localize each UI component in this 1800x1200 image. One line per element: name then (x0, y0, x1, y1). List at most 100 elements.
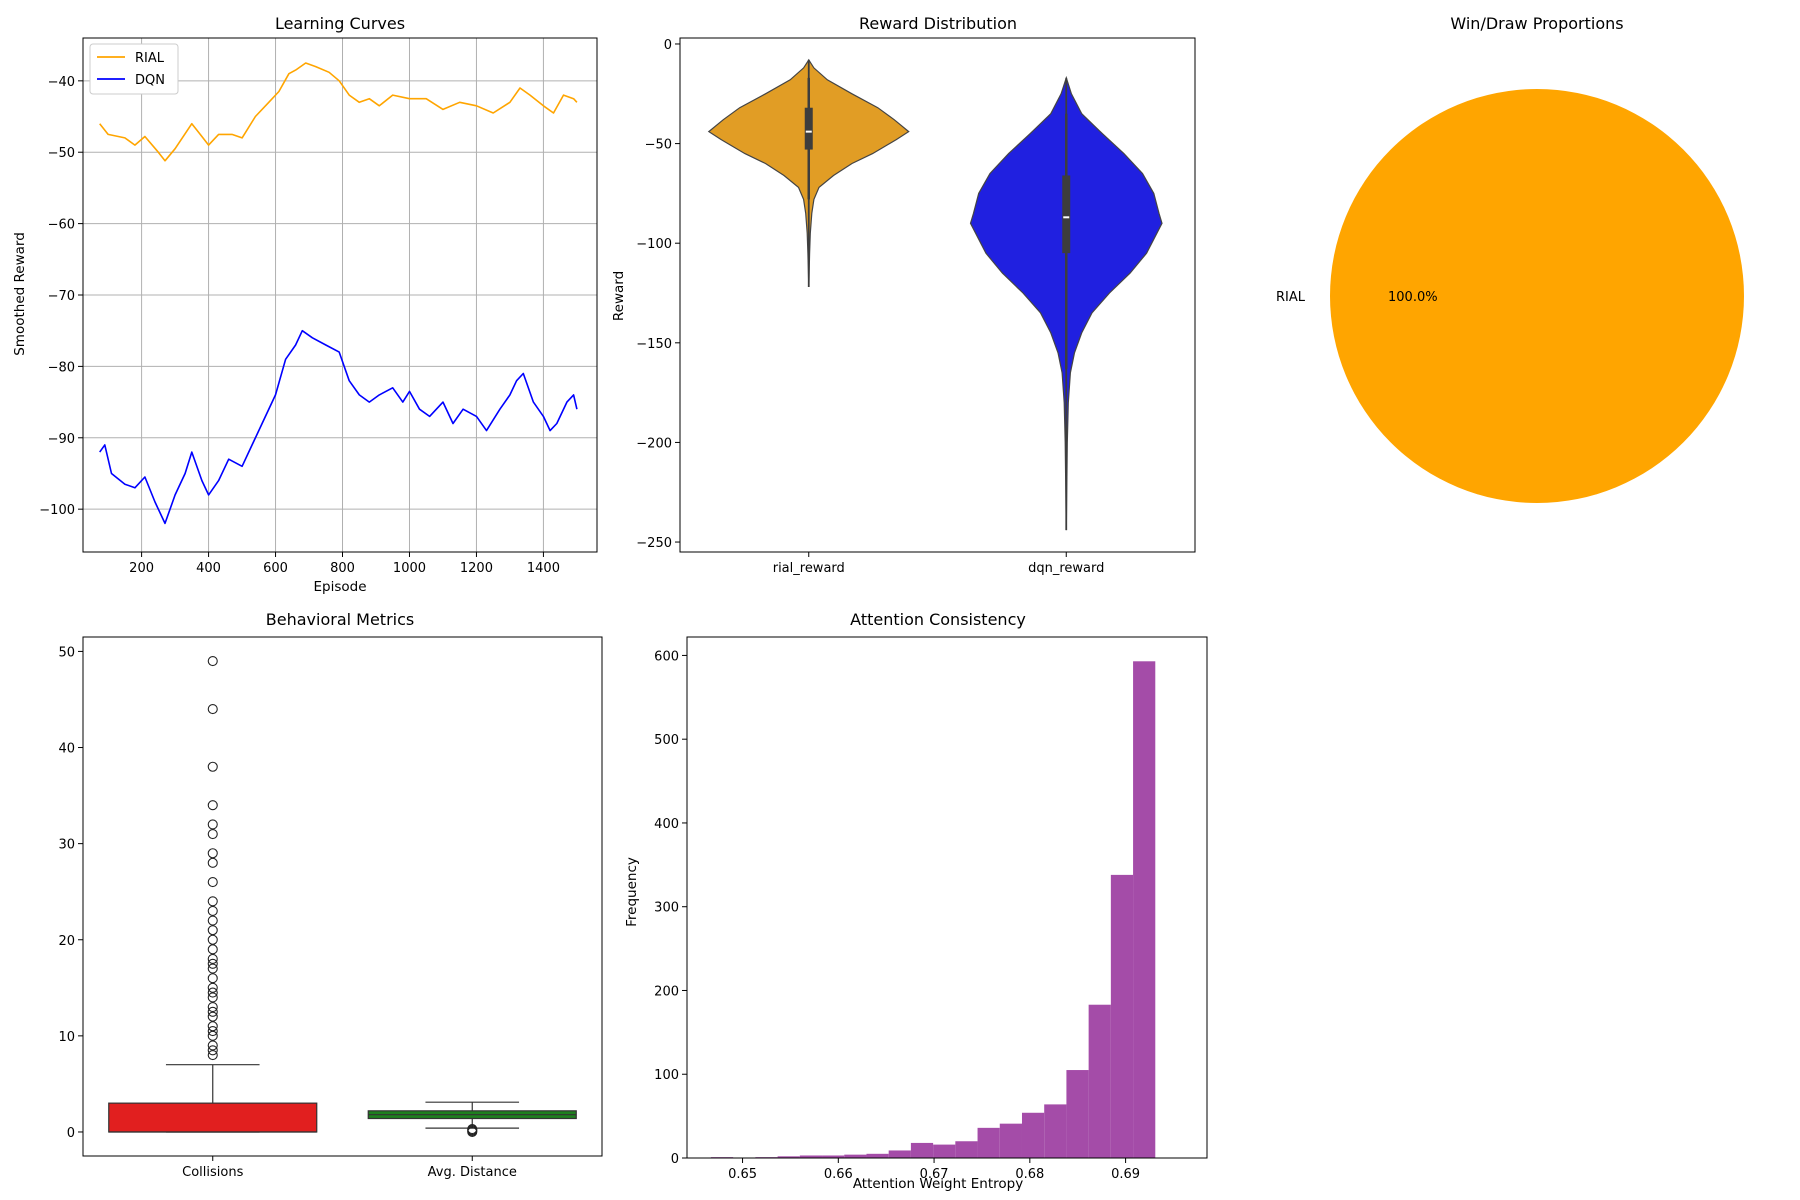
box-x-tick-label: Avg. Distance (428, 1165, 517, 1180)
box-plot-frame (82, 636, 603, 1157)
box-outlier-point (207, 915, 218, 926)
learning-xlabel: Episode (313, 579, 366, 595)
learning-x-tick-label: 800 (330, 561, 355, 576)
box-outlier-point (207, 1040, 218, 1051)
box-outlier-point (207, 905, 218, 916)
box-y-tick-label: 30 (58, 838, 75, 853)
hist-bar (1021, 1112, 1045, 1158)
learning-y-tick-label: −50 (48, 146, 75, 161)
violin-title: Reward Distribution (859, 14, 1017, 33)
box-y-tick-label: 0 (67, 1126, 75, 1141)
learning-y-tick-label: −90 (48, 432, 75, 447)
hist-y-tick-label: 500 (654, 733, 679, 748)
learning-legend-label: RIAL (135, 51, 165, 66)
box-y-tick-label: 10 (58, 1030, 75, 1045)
hist-x-tick-label: 0.66 (824, 1167, 853, 1182)
violin-y-tick-label: −100 (636, 237, 672, 252)
pie-title: Win/Draw Proportions (1450, 14, 1623, 33)
violin-y-tick-label: −250 (636, 536, 672, 551)
box-outlier-point (207, 877, 218, 888)
hist-bar (1088, 1004, 1111, 1158)
hist-y-tick-label: 0 (671, 1152, 679, 1167)
hist-y-tick-label: 600 (654, 649, 679, 664)
hist-y-tick-label: 200 (654, 984, 679, 999)
violin-iqr-box (804, 107, 813, 150)
hist-bar (1110, 874, 1134, 1158)
box-outlier-point (207, 857, 218, 868)
box-x-tick-label: Collisions (182, 1165, 243, 1180)
hist-bar (799, 1155, 823, 1158)
hist-bar (844, 1154, 867, 1158)
box-outlier-point (207, 800, 218, 811)
violin-iqr-box (1062, 175, 1071, 254)
box-outlier-point (207, 934, 218, 945)
pie-slice-rial (1330, 89, 1744, 503)
hist-bar (822, 1155, 845, 1158)
violin-y-tick-label: 0 (664, 38, 672, 53)
hist-bar (777, 1156, 800, 1158)
hist-x-tick-label: 0.68 (1015, 1167, 1044, 1182)
box-outlier-point (207, 973, 218, 984)
violin-x-tick-label: rial_reward (773, 561, 845, 576)
box-outlier-point (207, 987, 218, 998)
box-y-tick-label: 40 (58, 742, 75, 757)
box-outlier-point (207, 953, 218, 965)
hist-bar (910, 1142, 934, 1158)
box-outlier-point (207, 1011, 218, 1022)
violin-x-tick-label: dqn_reward (1028, 561, 1104, 576)
hist-bar (866, 1153, 889, 1158)
box-outlier-point (207, 1001, 218, 1013)
learning-y-tick-label: −60 (48, 218, 75, 233)
box-outlier-point (207, 761, 218, 772)
hist-bar (933, 1144, 956, 1158)
learning-x-tick-label: 200 (129, 561, 154, 576)
violin-y-tick-label: −150 (636, 337, 672, 352)
learning-x-tick-label: 1200 (460, 561, 493, 576)
learning-plot-frame (82, 37, 598, 553)
box-outlier-point (207, 982, 218, 993)
hist-ylabel: Frequency (624, 857, 640, 927)
violin-y-tick-label: −200 (636, 436, 672, 451)
box-outlier-point (467, 1124, 478, 1135)
box-y-tick-label: 20 (58, 934, 75, 949)
hist-y-tick-label: 100 (654, 1068, 679, 1083)
hist-xlabel: Attention Weight Entropy (853, 1176, 1023, 1192)
hist-bar (1133, 661, 1156, 1158)
box-outlier-point (207, 655, 218, 667)
pie-percent-label: 100.0% (1388, 290, 1438, 305)
box-outlier-point (207, 1030, 218, 1041)
box-outlier-point (207, 1006, 218, 1017)
box-title: Behavioral Metrics (266, 610, 414, 629)
box-outlier-point (207, 828, 218, 840)
box-outlier-point (207, 1021, 218, 1032)
pie-slice-label: RIAL (1276, 290, 1306, 305)
learning-x-tick-label: 1000 (393, 561, 426, 576)
hist-y-tick-label: 400 (654, 817, 679, 832)
box-outlier-point (207, 1026, 218, 1037)
box-iqr-collisions (108, 1102, 318, 1133)
box-outlier-point (207, 925, 218, 936)
box-outlier-point (207, 819, 218, 830)
hist-bar (999, 1123, 1022, 1158)
box-y-tick-label: 50 (58, 645, 75, 660)
box-outlier-point (207, 992, 218, 1003)
hist-y-tick-label: 300 (654, 901, 679, 916)
learning-x-tick-label: 600 (263, 561, 288, 576)
hist-title: Attention Consistency (850, 610, 1026, 629)
learning-x-tick-label: 1400 (527, 561, 560, 576)
learning-y-tick-label: −40 (48, 75, 75, 90)
violin-plot-frame (679, 37, 1196, 553)
learning-y-tick-label: −100 (39, 503, 75, 518)
hist-bar (888, 1150, 911, 1158)
box-outlier-point (207, 944, 218, 955)
learning-title: Learning Curves (275, 14, 405, 33)
box-outlier-point (207, 963, 218, 974)
learning-y-tick-label: −70 (48, 289, 75, 304)
learning-legend-label: DQN (135, 73, 165, 88)
hist-bar (1044, 1104, 1067, 1158)
violin-y-tick-label: −50 (645, 138, 672, 153)
hist-x-tick-label: 0.69 (1111, 1167, 1140, 1182)
hist-plot-frame (686, 636, 1208, 1159)
hist-x-tick-label: 0.67 (920, 1167, 949, 1182)
